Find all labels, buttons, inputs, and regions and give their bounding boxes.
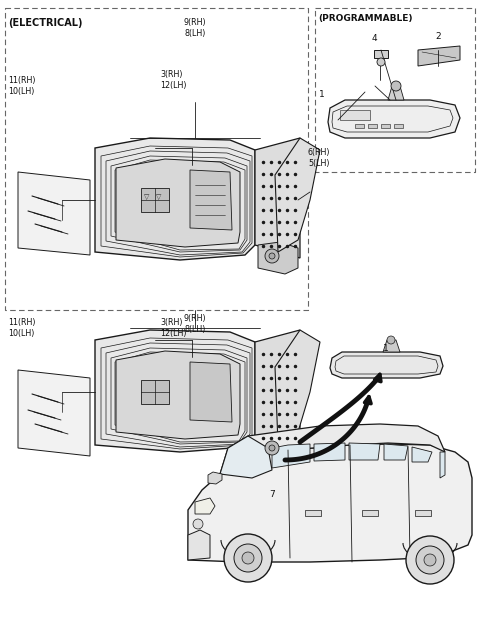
- Circle shape: [269, 253, 275, 259]
- Text: 11(RH)
10(LH): 11(RH) 10(LH): [8, 318, 36, 338]
- Polygon shape: [328, 100, 460, 138]
- Polygon shape: [220, 436, 272, 478]
- Text: 6(RH)
5(LH): 6(RH) 5(LH): [308, 148, 331, 168]
- Polygon shape: [95, 330, 255, 452]
- Text: 3(RH)
12(LH): 3(RH) 12(LH): [160, 70, 187, 90]
- Polygon shape: [415, 510, 431, 516]
- Text: 4: 4: [371, 34, 377, 43]
- Polygon shape: [305, 510, 321, 516]
- Polygon shape: [330, 352, 443, 378]
- Polygon shape: [362, 510, 378, 516]
- Polygon shape: [412, 447, 432, 462]
- Polygon shape: [349, 443, 380, 460]
- Polygon shape: [258, 242, 298, 274]
- Polygon shape: [195, 498, 215, 514]
- Circle shape: [242, 552, 254, 564]
- Polygon shape: [208, 472, 222, 484]
- Text: 1: 1: [319, 90, 325, 99]
- Polygon shape: [418, 46, 460, 66]
- Circle shape: [391, 81, 401, 91]
- Circle shape: [377, 58, 385, 66]
- Polygon shape: [275, 138, 320, 252]
- Polygon shape: [265, 468, 280, 478]
- Polygon shape: [190, 362, 232, 422]
- Text: 9(RH)
8(LH): 9(RH) 8(LH): [184, 18, 206, 38]
- Polygon shape: [381, 124, 390, 128]
- Circle shape: [265, 441, 279, 455]
- Text: (PROGRAMMABLE): (PROGRAMMABLE): [318, 14, 412, 23]
- Text: 7: 7: [269, 490, 275, 499]
- Polygon shape: [384, 444, 408, 460]
- Polygon shape: [388, 86, 404, 100]
- Polygon shape: [141, 188, 169, 212]
- Polygon shape: [272, 444, 310, 468]
- Circle shape: [265, 249, 279, 263]
- Polygon shape: [188, 530, 210, 560]
- Circle shape: [406, 536, 454, 584]
- Text: 2: 2: [435, 32, 441, 41]
- Circle shape: [193, 519, 203, 529]
- Polygon shape: [18, 172, 90, 255]
- Text: 1: 1: [383, 344, 389, 353]
- Text: 11(RH)
10(LH): 11(RH) 10(LH): [8, 76, 36, 96]
- Polygon shape: [255, 138, 300, 258]
- Circle shape: [416, 546, 444, 574]
- Text: (ELECTRICAL): (ELECTRICAL): [8, 18, 83, 28]
- Polygon shape: [95, 138, 255, 260]
- Circle shape: [234, 544, 262, 572]
- Polygon shape: [314, 443, 345, 461]
- Polygon shape: [141, 380, 169, 404]
- Polygon shape: [383, 340, 400, 352]
- Circle shape: [424, 554, 436, 566]
- Polygon shape: [440, 452, 445, 478]
- Polygon shape: [355, 124, 364, 128]
- Circle shape: [387, 336, 395, 344]
- Polygon shape: [116, 159, 240, 247]
- Text: 3(RH)
12(LH): 3(RH) 12(LH): [160, 318, 187, 338]
- Polygon shape: [258, 434, 298, 470]
- Polygon shape: [188, 444, 472, 562]
- Polygon shape: [190, 170, 232, 230]
- Text: ▽: ▽: [144, 194, 150, 200]
- Polygon shape: [116, 351, 240, 439]
- Polygon shape: [255, 330, 300, 450]
- Circle shape: [224, 534, 272, 582]
- Polygon shape: [275, 330, 320, 444]
- Polygon shape: [394, 124, 403, 128]
- Text: ▽: ▽: [156, 194, 162, 200]
- Polygon shape: [220, 424, 445, 474]
- Polygon shape: [340, 110, 370, 120]
- Text: 9(RH)
8(LH): 9(RH) 8(LH): [184, 314, 206, 334]
- Circle shape: [269, 445, 275, 451]
- Polygon shape: [368, 124, 377, 128]
- Polygon shape: [18, 370, 90, 456]
- Polygon shape: [374, 50, 388, 58]
